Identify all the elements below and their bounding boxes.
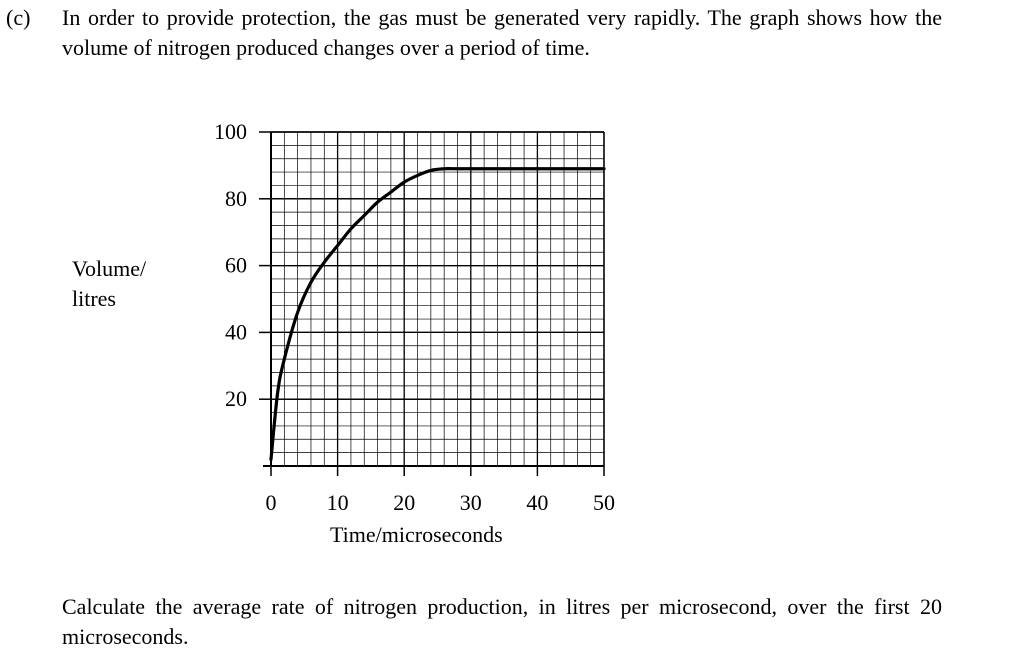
x-tick-label: 20	[393, 490, 415, 515]
x-axis-label: Time/microseconds	[330, 522, 503, 547]
y-tick-label: 100	[214, 119, 247, 144]
y-tick-label: 40	[225, 319, 247, 344]
question-prompt-text: Calculate the average rate of nitrogen p…	[62, 594, 942, 649]
chart-axes	[259, 131, 605, 476]
y-tick-label: 60	[225, 253, 247, 278]
y-axis-label: Volume/ litres	[72, 254, 146, 314]
chart-grid	[270, 131, 605, 467]
x-tick-label: 10	[327, 490, 349, 515]
x-tick-label: 0	[266, 490, 277, 515]
volume-curve-line	[269, 167, 606, 461]
y-tick-label: 20	[225, 386, 247, 411]
chart-tick-labels: 20 40 60 80 100 0 10 20 30 40 50	[214, 119, 615, 515]
question-intro-text: In order to provide protection, the gas …	[62, 5, 942, 60]
question-part-label: (c)	[6, 5, 31, 30]
y-axis-label-line1: Volume/	[72, 256, 147, 281]
x-tick-label: 50	[593, 490, 615, 515]
y-tick-label: 80	[225, 186, 247, 211]
chart-series	[269, 167, 606, 461]
y-axis-label-line2: litres	[72, 286, 116, 311]
x-tick-label: 40	[526, 490, 548, 515]
x-tick-label: 30	[460, 490, 482, 515]
